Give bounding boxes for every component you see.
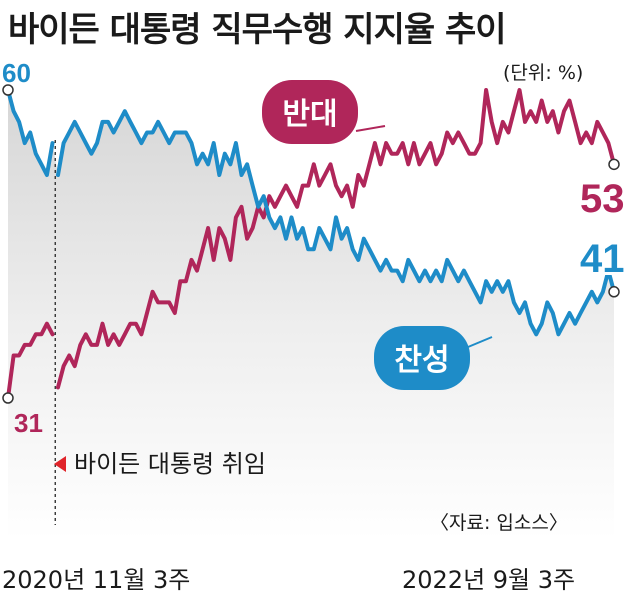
disapprove-end-label: 53	[580, 177, 625, 221]
series-line-approve-after-inauguration	[56, 109, 616, 337]
x-axis-end-label: 2022년 9월 3주	[402, 566, 576, 594]
inauguration-annotation: 바이든 대통령 취임	[74, 450, 266, 478]
series-line-approve	[6, 88, 55, 177]
approve-end-point	[608, 286, 620, 298]
disapprove-series-label: 반대	[282, 97, 337, 132]
series-line-disapprove	[6, 321, 55, 400]
x-axis-start-label: 2020년 11월 3주	[2, 566, 191, 594]
inauguration-marker-icon	[54, 456, 66, 472]
approve-series-bubble: 찬성	[374, 326, 493, 390]
approve-start-label: 60	[2, 58, 31, 88]
disapprove-series-bubble: 반대	[262, 80, 386, 144]
disapprove-start-label: 31	[14, 408, 43, 438]
unit-label: (단위: %)	[503, 62, 584, 84]
approve-series-label: 찬성	[394, 343, 449, 378]
approve-end-label: 41	[580, 237, 625, 281]
chart-title: 바이든 대통령 직무수행 지지율 추이	[8, 10, 507, 50]
series-line-disapprove-after-inauguration	[56, 88, 616, 390]
source-label: 〈자료: 입소스〉	[430, 512, 568, 534]
approve-start-point	[2, 84, 14, 96]
plot-background-area	[8, 90, 614, 540]
disapprove-start-point	[2, 392, 14, 404]
disapprove-end-point	[608, 158, 620, 171]
